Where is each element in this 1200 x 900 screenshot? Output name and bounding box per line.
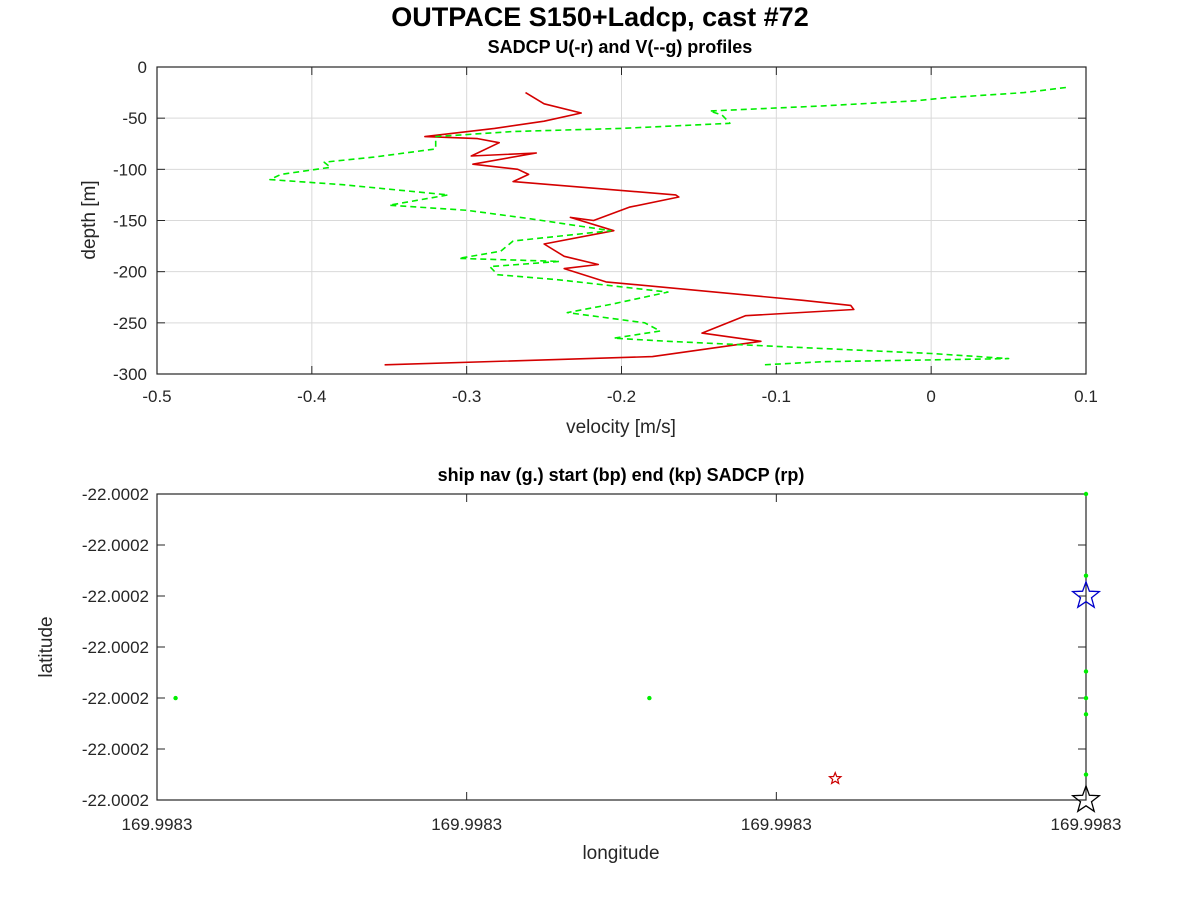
velocity-xtick-label: -0.1 [762, 387, 791, 406]
ship-nav-point [173, 695, 178, 701]
nav-xtick-label: 169.9983 [741, 815, 812, 834]
velocity-ytick-label: -50 [122, 109, 147, 128]
ship-nav-chart-ticks: 169.9983 169.9983 169.9983 169.9983 -22.0002… [82, 485, 1122, 834]
nav-ytick-label: -22.0002 [82, 689, 149, 708]
velocity-profile-chart: SADCP U(-r) and V(--g) profiles -0.5 -0.4… [79, 37, 1098, 438]
nav-xtick-label: 169.9983 [431, 815, 502, 834]
velocity-chart-title: SADCP U(-r) and V(--g) profiles [488, 37, 753, 57]
nav-ytick-label: -22.0002 [82, 638, 149, 657]
nav-xtick-label: 169.9983 [122, 815, 193, 834]
velocity-xtick-label: -0.5 [142, 387, 171, 406]
ship-nav-point [1083, 573, 1089, 578]
nav-ytick-label: -22.0002 [82, 587, 149, 606]
nav-ytick-label: -22.0002 [82, 740, 149, 759]
ship-nav-point [1083, 669, 1089, 674]
ship-nav-chart: ship nav (g.) start (bp) end (kp) SADCP … [36, 465, 1121, 864]
velocity-chart-series [269, 86, 1066, 366]
ship-nav-point [1083, 712, 1089, 717]
velocity-ytick-label: -150 [113, 212, 147, 231]
velocity-chart-grid [156, 66, 1087, 375]
ship-nav-point [647, 695, 652, 701]
velocity-ytick-label: 0 [138, 58, 147, 77]
end-star-marker [1070, 784, 1102, 813]
nav-ytick-label: -22.0002 [82, 536, 149, 555]
u-velocity-line [384, 91, 855, 366]
start-star-marker [1070, 580, 1102, 609]
nav-xtick-label: 169.9983 [1051, 815, 1122, 834]
nav-ytick-label: -22.0002 [82, 485, 149, 504]
velocity-xtick-label: -0.2 [607, 387, 636, 406]
velocity-xtick-label: 0.1 [1074, 387, 1098, 406]
ship-nav-chart-title: ship nav (g.) start (bp) end (kp) SADCP … [438, 465, 805, 485]
velocity-ytick-label: -300 [113, 365, 147, 384]
ship-nav-point [1083, 695, 1089, 701]
ship-nav-chart-ylabel: latitude [36, 616, 57, 677]
velocity-xtick-label: -0.4 [297, 387, 326, 406]
nav-ytick-label: -22.0002 [82, 791, 149, 810]
velocity-xtick-label: -0.3 [452, 387, 481, 406]
velocity-ytick-label: -200 [113, 263, 147, 282]
velocity-xtick-label: 0 [926, 387, 935, 406]
sadcp-star-marker [827, 770, 843, 785]
ship-nav-chart-xlabel: longitude [582, 843, 659, 864]
velocity-chart-xlabel: velocity [m/s] [566, 417, 676, 438]
velocity-chart-ticks: -0.5 -0.4 -0.3 -0.2 -0.1 0 0.1 0 -50 -100 -150 -200… [113, 58, 1098, 406]
velocity-chart-ylabel: depth [m] [79, 180, 100, 259]
ship-nav-plot-area [156, 493, 1087, 801]
ship-nav-point [1083, 491, 1089, 497]
ship-nav-chart-points [173, 491, 1102, 813]
figure-title: OUTPACE S150+Ladcp, cast #72 [391, 2, 809, 32]
velocity-ytick-label: -100 [113, 160, 147, 179]
ship-nav-point [1083, 772, 1089, 777]
velocity-ytick-label: -250 [113, 314, 147, 333]
